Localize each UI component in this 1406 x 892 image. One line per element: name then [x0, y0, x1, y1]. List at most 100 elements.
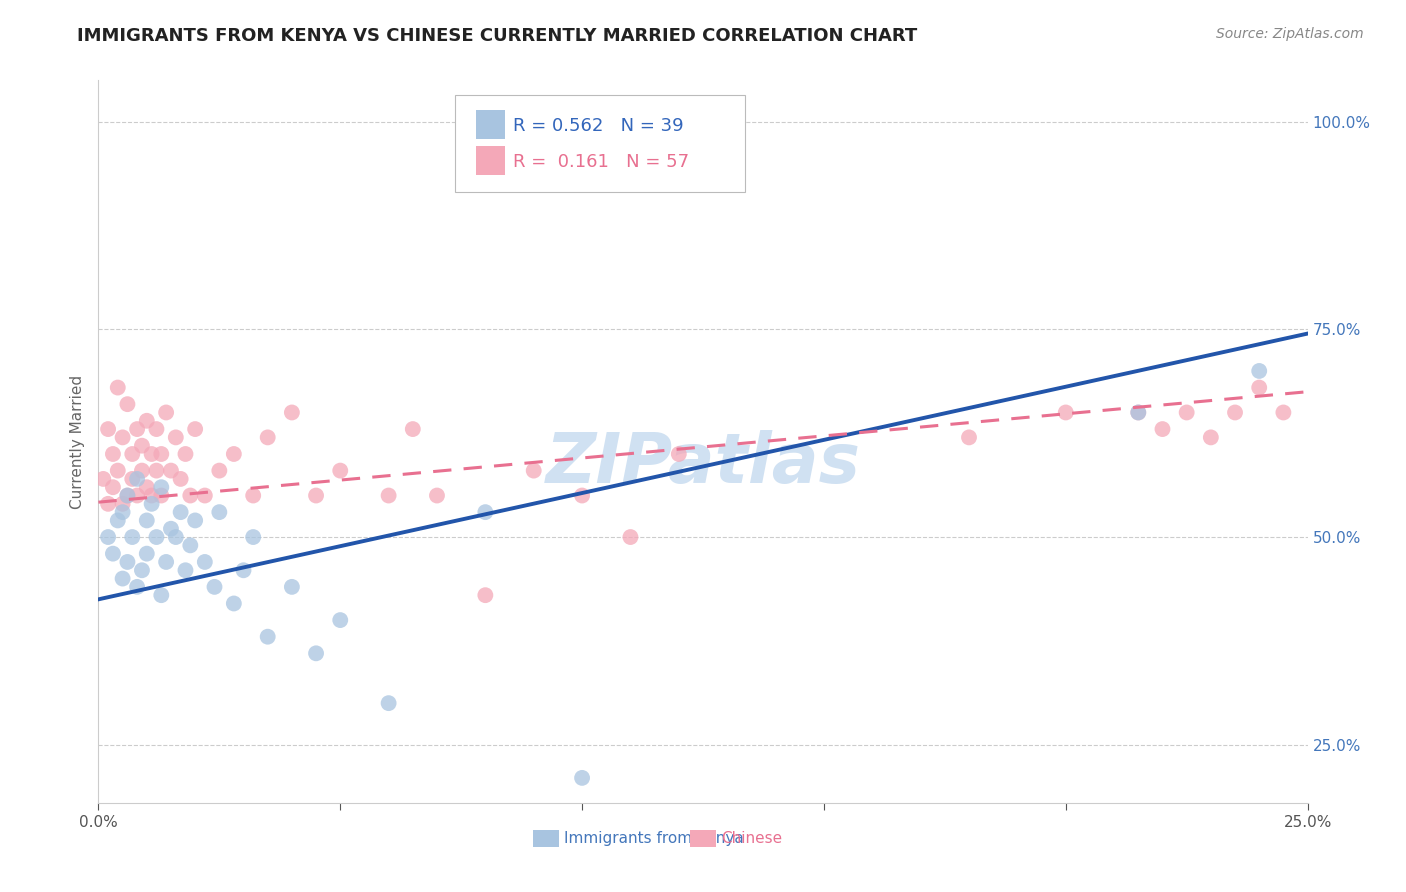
- Point: [117, 555, 139, 569]
- Point: [204, 580, 226, 594]
- FancyBboxPatch shape: [456, 95, 745, 193]
- Point: [426, 489, 449, 503]
- Point: [117, 489, 139, 503]
- Point: [1152, 422, 1174, 436]
- Point: [107, 464, 129, 478]
- Point: [150, 489, 173, 503]
- Point: [1199, 430, 1222, 444]
- Point: [107, 513, 129, 527]
- Point: [474, 505, 496, 519]
- Point: [141, 497, 163, 511]
- Point: [127, 472, 149, 486]
- Point: [222, 447, 245, 461]
- Point: [117, 397, 139, 411]
- Point: [523, 464, 546, 478]
- Point: [155, 405, 177, 419]
- Point: [619, 530, 641, 544]
- Point: [179, 489, 201, 503]
- Point: [107, 380, 129, 394]
- Point: [1128, 405, 1150, 419]
- Point: [1128, 405, 1150, 419]
- Point: [222, 597, 245, 611]
- Point: [101, 547, 124, 561]
- Point: [402, 422, 425, 436]
- Point: [111, 572, 134, 586]
- Point: [150, 447, 173, 461]
- Point: [121, 472, 143, 486]
- Point: [571, 489, 593, 503]
- Point: [141, 447, 163, 461]
- Point: [121, 530, 143, 544]
- Point: [160, 464, 183, 478]
- Y-axis label: Currently Married: Currently Married: [69, 375, 84, 508]
- Point: [242, 530, 264, 544]
- Text: Immigrants from Kenya: Immigrants from Kenya: [564, 830, 744, 846]
- Point: [135, 547, 157, 561]
- Point: [101, 447, 124, 461]
- Point: [184, 513, 207, 527]
- Point: [208, 464, 231, 478]
- Point: [145, 422, 167, 436]
- Point: [232, 563, 254, 577]
- Point: [1175, 405, 1198, 419]
- Point: [127, 580, 149, 594]
- Point: [256, 630, 278, 644]
- Point: [305, 489, 328, 503]
- Point: [242, 489, 264, 503]
- Point: [1249, 364, 1271, 378]
- Point: [117, 489, 139, 503]
- Point: [127, 489, 149, 503]
- Point: [135, 513, 157, 527]
- Point: [174, 563, 197, 577]
- Point: [1223, 405, 1246, 419]
- Point: [169, 472, 191, 486]
- Point: [1272, 405, 1295, 419]
- Point: [174, 447, 197, 461]
- Point: [101, 480, 124, 494]
- Point: [668, 447, 690, 461]
- Text: Chinese: Chinese: [721, 830, 782, 846]
- Text: Source: ZipAtlas.com: Source: ZipAtlas.com: [1216, 27, 1364, 41]
- Point: [329, 613, 352, 627]
- Point: [150, 588, 173, 602]
- Point: [97, 530, 120, 544]
- Text: R = 0.562   N = 39: R = 0.562 N = 39: [513, 117, 683, 135]
- Point: [91, 472, 114, 486]
- Point: [131, 439, 153, 453]
- Point: [305, 646, 328, 660]
- Text: ZIPatlas: ZIPatlas: [546, 430, 860, 497]
- Point: [135, 414, 157, 428]
- Point: [474, 588, 496, 602]
- Point: [256, 430, 278, 444]
- Point: [165, 430, 187, 444]
- Point: [145, 464, 167, 478]
- FancyBboxPatch shape: [690, 830, 716, 847]
- Point: [957, 430, 980, 444]
- Point: [155, 555, 177, 569]
- Point: [329, 464, 352, 478]
- Point: [145, 530, 167, 544]
- Point: [194, 489, 217, 503]
- Point: [184, 422, 207, 436]
- Point: [169, 505, 191, 519]
- Point: [141, 489, 163, 503]
- Point: [377, 489, 399, 503]
- Point: [131, 464, 153, 478]
- Point: [111, 430, 134, 444]
- Point: [97, 497, 120, 511]
- Point: [165, 530, 187, 544]
- Point: [208, 505, 231, 519]
- Point: [160, 522, 183, 536]
- Point: [194, 555, 217, 569]
- Point: [377, 696, 399, 710]
- Text: R =  0.161   N = 57: R = 0.161 N = 57: [513, 153, 689, 171]
- Point: [111, 505, 134, 519]
- Text: IMMIGRANTS FROM KENYA VS CHINESE CURRENTLY MARRIED CORRELATION CHART: IMMIGRANTS FROM KENYA VS CHINESE CURRENT…: [77, 27, 918, 45]
- Point: [150, 480, 173, 494]
- Point: [281, 580, 304, 594]
- FancyBboxPatch shape: [533, 830, 560, 847]
- Point: [179, 538, 201, 552]
- Point: [111, 497, 134, 511]
- Point: [121, 447, 143, 461]
- Point: [131, 563, 153, 577]
